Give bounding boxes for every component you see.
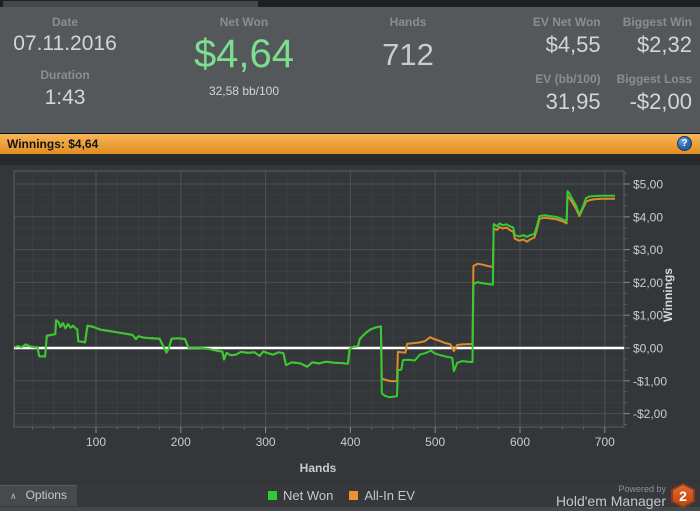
window-bottom-edge: [0, 507, 700, 511]
svg-text:$3,00: $3,00: [633, 243, 663, 257]
stats-panel: Date 07.11.2016 Duration 1:43 Net Won $4…: [0, 7, 700, 133]
biggest-win-value: $2,32: [636, 32, 692, 57]
ev-net-won-label: EV Net Won: [532, 15, 601, 29]
svg-text:$1,00: $1,00: [633, 309, 663, 323]
svg-text:$0,00: $0,00: [633, 342, 663, 356]
svg-text:$5,00: $5,00: [633, 178, 663, 192]
chart-legend: Net Won All-In EV: [268, 484, 415, 507]
hands-block: Hands 712: [345, 15, 471, 73]
winnings-header-label: Winnings:: [7, 137, 65, 151]
hands-value: 712: [382, 37, 434, 72]
panel-divider: [0, 133, 700, 134]
date-value: 07.11.2016: [13, 32, 117, 55]
svg-text:-$1,00: -$1,00: [633, 374, 667, 388]
all-in-ev-swatch-icon: [349, 491, 359, 500]
titlebar-tab: [3, 1, 258, 7]
date-duration-block: Date 07.11.2016 Duration 1:43: [0, 15, 130, 110]
hands-label: Hands: [389, 15, 427, 29]
section-gap: [0, 154, 700, 165]
net-won-block: Net Won $4,64 32,58 bb/100: [168, 15, 320, 98]
options-button[interactable]: ∧ Options: [0, 485, 77, 506]
winnings-chart[interactable]: $5,00 $4,00 $3,00 $2,00 $1,00 $0,00 -$1,00 -$2,…: [0, 165, 700, 484]
legend-all-in-ev-label: All-In EV: [364, 488, 415, 503]
date-label: Date: [51, 15, 78, 29]
svg-text:300: 300: [256, 435, 276, 449]
legend-item-net-won: Net Won: [268, 488, 333, 503]
brand-name: Hold'em Manager: [555, 492, 666, 509]
winnings-header-value: $4,64: [68, 137, 99, 151]
ev-bb100-cell: EV (bb/100) 31,95: [533, 72, 601, 115]
winnings-section-header[interactable]: Winnings: $4,64 ?: [0, 134, 700, 154]
powered-by-line: Powered by: [618, 483, 666, 494]
hm2-logo-icon: 2: [671, 483, 695, 508]
svg-text:Hands: Hands: [300, 461, 337, 475]
powered-by-block: Powered by Hold'em Manager 2: [556, 483, 695, 508]
net-won-bb100: 32,58 bb/100: [208, 84, 280, 98]
biggest-loss-cell: Biggest Loss -$2,00: [617, 72, 692, 115]
ev-net-won-cell: EV Net Won $4,55: [533, 15, 601, 58]
hm2-logo-number: 2: [673, 485, 693, 506]
duration-value: 1:43: [44, 86, 86, 109]
svg-text:200: 200: [171, 435, 191, 449]
svg-text:-$2,00: -$2,00: [633, 407, 667, 421]
help-icon[interactable]: ?: [677, 136, 692, 151]
biggest-win-label: Biggest Win: [622, 15, 692, 29]
svg-text:$2,00: $2,00: [633, 276, 663, 290]
chart-svg[interactable]: $5,00 $4,00 $3,00 $2,00 $1,00 $0,00 -$1,00 -$2,…: [0, 165, 700, 484]
ev-stats-grid: EV Net Won $4,55 Biggest Win $2,32 EV (b…: [533, 15, 692, 115]
ev-net-won-value: $4,55: [545, 32, 601, 57]
options-button-label: Options: [25, 488, 67, 502]
svg-text:100: 100: [86, 435, 106, 449]
svg-text:700: 700: [595, 435, 615, 449]
svg-text:400: 400: [340, 435, 360, 449]
biggest-win-cell: Biggest Win $2,32: [617, 15, 692, 58]
svg-text:Winnings: Winnings: [661, 268, 675, 322]
net-won-value: $4,64: [193, 32, 295, 76]
legend-item-all-in-ev: All-In EV: [349, 488, 415, 503]
biggest-loss-value: -$2,00: [629, 89, 692, 114]
duration-label: Duration: [40, 68, 90, 82]
net-won-label: Net Won: [219, 15, 269, 29]
status-bar: ∧ Options Net Won All-In EV Powered by Ho…: [0, 483, 700, 508]
powered-by-text: Powered by Hold'em Manager: [556, 484, 666, 508]
legend-net-won-label: Net Won: [283, 488, 334, 503]
svg-text:500: 500: [425, 435, 445, 449]
chevron-up-icon: ∧: [10, 491, 17, 501]
titlebar: [0, 0, 700, 7]
net-won-swatch-icon: [268, 491, 277, 500]
ev-bb100-value: 31,95: [545, 89, 601, 114]
ev-bb100-label: EV (bb/100): [535, 72, 601, 86]
svg-text:600: 600: [510, 435, 530, 449]
svg-text:$4,00: $4,00: [633, 210, 663, 224]
biggest-loss-label: Biggest Loss: [616, 72, 692, 86]
